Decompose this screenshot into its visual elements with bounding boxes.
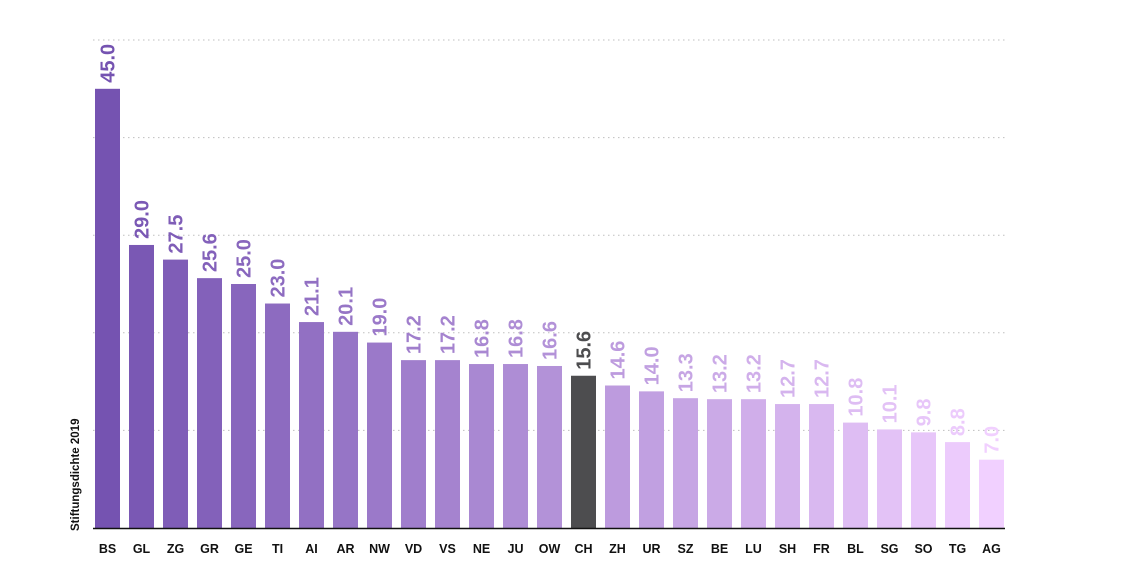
bar-fr — [809, 404, 834, 528]
value-label-vd: 17.2 — [404, 315, 426, 354]
value-label-sg: 10.1 — [880, 384, 902, 423]
category-label-ai: AI — [305, 542, 318, 556]
value-label-bs: 45.0 — [98, 44, 120, 83]
bar-sg — [877, 429, 902, 528]
value-label-gr: 25.6 — [200, 233, 222, 272]
value-label-sz: 13.3 — [676, 353, 698, 392]
bar-zh — [605, 385, 630, 528]
category-label-be: BE — [711, 542, 728, 556]
value-label-zg: 27.5 — [166, 215, 188, 254]
bar-ai — [299, 322, 324, 528]
value-label-fr: 12.7 — [812, 359, 834, 398]
value-label-ur: 14.0 — [642, 346, 664, 385]
category-label-nw: NW — [369, 542, 390, 556]
value-label-gl: 29.0 — [132, 200, 154, 239]
bar-ti — [265, 303, 290, 528]
bar-sh — [775, 404, 800, 528]
value-label-ne: 16.8 — [472, 319, 494, 358]
category-label-sh: SH — [779, 542, 796, 556]
bar-ju — [503, 364, 528, 528]
category-label-so: SO — [914, 542, 932, 556]
bar-gl — [129, 244, 154, 528]
category-label-ag: AG — [982, 542, 1001, 556]
category-label-ne: NE — [473, 542, 490, 556]
bar-zg — [163, 259, 188, 528]
y-axis-label: Stiftungsdichte 2019 — [70, 419, 82, 531]
value-label-ti: 23.0 — [268, 259, 290, 298]
bar-bl — [843, 422, 868, 528]
category-label-sz: SZ — [678, 542, 694, 556]
bar-ag — [979, 459, 1004, 528]
value-label-tg: 8.8 — [948, 408, 970, 436]
bar-lu — [741, 399, 766, 528]
value-label-be: 13.2 — [710, 354, 732, 393]
value-label-ge: 25.0 — [234, 239, 256, 278]
value-label-ch: 15.6 — [574, 331, 596, 370]
value-label-sh: 12.7 — [778, 359, 800, 398]
bar-ow — [537, 365, 562, 528]
category-label-ur: UR — [642, 542, 660, 556]
category-label-ch: CH — [574, 542, 592, 556]
category-labels: BS GL ZG GR GE TI AI AR NW VD VS NE JU OW CH ZH UR SZ BE LU… — [99, 542, 1001, 556]
value-label-vs: 17.2 — [438, 315, 460, 354]
category-label-lu: LU — [745, 542, 762, 556]
category-label-zg: ZG — [167, 542, 184, 556]
category-label-zh: ZH — [609, 542, 626, 556]
category-label-vd: VD — [405, 542, 422, 556]
category-label-tg: TG — [949, 542, 966, 556]
category-label-gr: GR — [200, 542, 219, 556]
category-label-vs: VS — [439, 542, 456, 556]
value-label-ju: 16.8 — [506, 319, 528, 358]
bar-sz — [673, 398, 698, 528]
bar-ge — [231, 284, 256, 528]
value-label-ar: 20.1 — [336, 287, 358, 326]
bar-ar — [333, 331, 358, 528]
bar-vs — [435, 360, 460, 528]
bar-ne — [469, 364, 494, 528]
bar-bs — [95, 88, 120, 529]
category-label-sg: SG — [880, 542, 898, 556]
value-label-zh: 14.6 — [608, 341, 630, 380]
category-label-bs: BS — [99, 542, 116, 556]
bar-nw — [367, 342, 392, 528]
bar-vd — [401, 360, 426, 528]
bar-so — [911, 432, 936, 528]
value-label-so: 9.8 — [914, 399, 936, 427]
value-label-ag: 7.0 — [982, 426, 1004, 454]
category-label-ju: JU — [508, 542, 524, 556]
category-label-ti: TI — [272, 542, 283, 556]
value-labels: 45.0 29.0 27.5 25.6 25.0 23.0 21.1 20.1 19.0 17.2… — [98, 44, 1004, 454]
value-label-ai: 21.1 — [302, 277, 324, 316]
value-label-nw: 19.0 — [370, 298, 392, 337]
category-label-gl: GL — [133, 542, 151, 556]
value-label-bl: 10.8 — [846, 378, 868, 417]
bar-ch — [571, 375, 596, 528]
bar-tg — [945, 442, 970, 528]
category-label-fr: FR — [813, 542, 830, 556]
bar-ur — [639, 391, 664, 528]
category-label-bl: BL — [847, 542, 864, 556]
bar-gr — [197, 278, 222, 528]
value-label-ow: 16.6 — [540, 321, 562, 360]
bar-be — [707, 399, 732, 528]
category-label-ge: GE — [234, 542, 252, 556]
category-label-ar: AR — [336, 542, 354, 556]
bars — [95, 88, 1004, 529]
category-label-ow: OW — [539, 542, 561, 556]
value-label-lu: 13.2 — [744, 354, 766, 393]
